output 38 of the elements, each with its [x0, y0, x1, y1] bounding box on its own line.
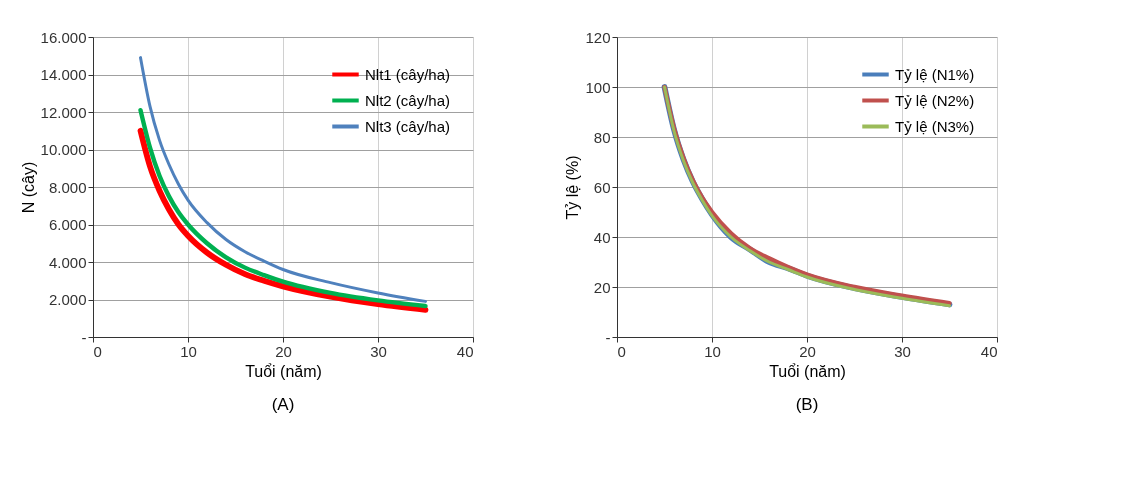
- x-tick-label: 40: [456, 342, 474, 360]
- text: (B): [795, 395, 819, 414]
- y-tick-label: 8.000: [48, 178, 87, 196]
- y-axis-title: Tỷ lệ (%): [564, 155, 582, 220]
- x-axis-title: Tuổi (năm): [245, 362, 322, 380]
- y-tick-label: 120: [585, 28, 611, 46]
- legend-label: Nlt2 (cây/ha): [365, 91, 451, 109]
- x-tick-label: 10: [704, 342, 721, 360]
- x-axis-title: Tuổi (năm): [769, 362, 846, 380]
- y-tick-label: 10.000: [40, 141, 87, 158]
- text: (A): [271, 395, 295, 414]
- y-tick-label: 2.000: [48, 291, 87, 308]
- legend-label: Tỷ lệ (N3%): [895, 117, 975, 135]
- y-tick-label: 16.000: [40, 28, 87, 46]
- legend-label: Nlt3 (cây/ha): [365, 117, 451, 135]
- y-tick-label: 60: [593, 178, 611, 196]
- x-tick-label: 30: [370, 342, 387, 360]
- y-tick-label: 12.000: [40, 103, 87, 121]
- x-tick-label: 20: [275, 342, 292, 360]
- y-tick-label: 6.000: [48, 216, 87, 233]
- x-tick-label: 0: [93, 342, 102, 360]
- x-tick-label: 20: [799, 342, 816, 360]
- y-tick-label: 40: [593, 228, 611, 246]
- y-tick-label: 20: [593, 278, 611, 296]
- legend-label: Nlt1 (cây/ha): [365, 65, 451, 83]
- x-tick-label: 0: [617, 342, 626, 360]
- y-tick-label: 14.000: [40, 66, 87, 83]
- y-axis-title: N (cây): [19, 161, 37, 214]
- y-tick-label: -: [81, 328, 87, 346]
- x-tick-label: 40: [980, 342, 998, 360]
- legend-label: Tỷ lệ (N2%): [895, 91, 975, 109]
- legend-label: Tỷ lệ (N1%): [895, 65, 975, 83]
- y-tick-label: 100: [585, 78, 611, 96]
- y-tick-label: -: [605, 328, 611, 346]
- y-tick-label: 4.000: [48, 253, 87, 271]
- y-tick-label: 80: [593, 128, 611, 146]
- x-tick-label: 30: [894, 342, 911, 360]
- x-tick-label: 10: [180, 342, 197, 360]
